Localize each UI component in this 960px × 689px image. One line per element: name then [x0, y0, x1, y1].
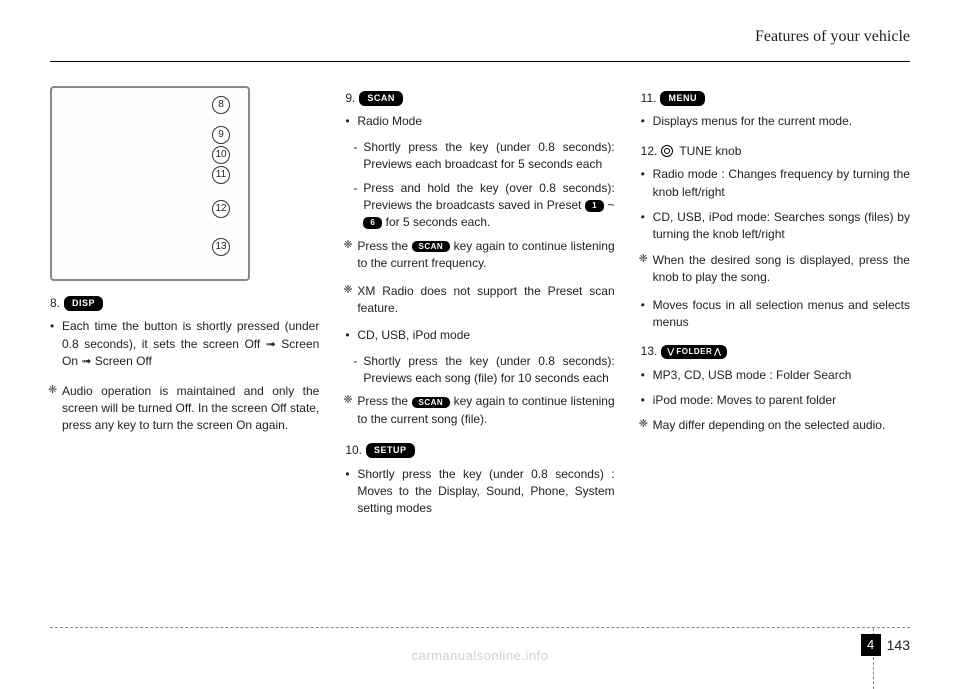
item-9-cd-dash: Shortly press the key (under 0.8 seconds… — [345, 353, 614, 388]
watermark-text: carmanualsonline.info — [0, 648, 960, 663]
folder-label: FOLDER — [676, 346, 712, 358]
item-9-radio: Radio Mode — [345, 113, 614, 130]
preset-1-icon: 1 — [585, 200, 604, 212]
item-13-number: 13. — [641, 343, 658, 360]
item-9-note3: Press the SCAN key again to continue lis… — [345, 393, 614, 428]
scan-button-icon: SCAN — [359, 91, 403, 106]
header-rule — [50, 61, 910, 62]
preset-6-icon: 6 — [363, 217, 382, 229]
item-9-radio-dash-1: Shortly press the key (under 0.8 seconds… — [345, 139, 614, 174]
item-12-bullets: Radio mode : Changes frequency by turnin… — [641, 166, 910, 244]
disp-button-icon: DISP — [64, 296, 103, 311]
chevron-down-icon: ⋁ — [667, 346, 674, 358]
item-9-cd-label: CD, USB, iPod mode — [345, 327, 614, 344]
column-3: 11. MENU Displays menus for the current … — [641, 86, 910, 530]
item-12-number: 12. — [641, 143, 658, 160]
item-13-bullets: MP3, CD, USB mode : Folder Search iPod m… — [641, 367, 910, 410]
scan-button-inline-2: SCAN — [412, 397, 451, 409]
item-8-number: 8. — [50, 295, 60, 312]
item-9-note2: XM Radio does not support the Preset sca… — [345, 283, 614, 318]
item-11-head: 11. MENU — [641, 90, 910, 107]
item-13-note: May differ depending on the selected aud… — [641, 417, 910, 434]
knob-icon — [661, 145, 673, 157]
item-8-note: Audio operation is maintained and only t… — [50, 383, 319, 435]
item-9-head: 9. SCAN — [345, 90, 614, 107]
item-9-note3a: Press the — [357, 394, 411, 408]
column-2: 9. SCAN Radio Mode Shortly press the key… — [345, 86, 614, 530]
item-13-bullet-1: MP3, CD, USB mode : Folder Search — [641, 367, 910, 384]
item-9-note1: Press the SCAN key again to continue lis… — [345, 238, 614, 273]
column-1: 8 9 10 11 12 13 8. DISP Each time the button … — [50, 86, 319, 530]
item-9-note1a: Press the — [357, 239, 411, 253]
item-10-bullet-1: Shortly press the key (under 0.8 seconds… — [345, 466, 614, 518]
setup-button-icon: SETUP — [366, 443, 415, 458]
callout-10: 10 — [212, 146, 230, 164]
scan-button-inline-1: SCAN — [412, 241, 451, 253]
page-body: Features of your vehicle 8 9 10 11 12 13 8. D… — [0, 0, 960, 540]
header-title: Features of your vehicle — [755, 28, 910, 46]
item-9-radio-dash: Shortly press the key (under 0.8 seconds… — [345, 139, 614, 232]
callout-9: 9 — [212, 126, 230, 144]
item-9-dash2-text: Press and hold the key (over 0.8 seconds… — [363, 181, 614, 212]
item-8-bullets: Each time the button is shortly pressed … — [50, 318, 319, 370]
item-12-bullet2-1: Moves focus in all selection menus and s… — [641, 297, 910, 332]
item-8-head: 8. DISP — [50, 295, 319, 312]
item-13-bullet-2: iPod mode: Moves to parent folder — [641, 392, 910, 409]
item-11-bullets: Displays menus for the current mode. — [641, 113, 910, 130]
item-9-cd-dash-1: Shortly press the key (under 0.8 seconds… — [345, 353, 614, 388]
callout-12: 12 — [212, 200, 230, 218]
item-11-bullet-1: Displays menus for the current mode. — [641, 113, 910, 130]
item-12-note: When the desired song is displayed, pres… — [641, 252, 910, 287]
item-13-head: 13. ⋁ FOLDER ⋀ — [641, 343, 910, 360]
folder-button-icon: ⋁ FOLDER ⋀ — [661, 345, 727, 359]
item-10-bullets: Shortly press the key (under 0.8 seconds… — [345, 466, 614, 518]
item-12-head: 12. TUNE knob — [641, 143, 910, 160]
item-12-bullet-2: CD, USB, iPod mode: Searches songs (file… — [641, 209, 910, 244]
item-8-bullet-1: Each time the button is shortly pressed … — [50, 318, 319, 370]
item-9-radio-label: Radio Mode — [345, 113, 614, 130]
callout-13: 13 — [212, 238, 230, 256]
callout-11: 11 — [212, 166, 230, 184]
item-9-dash2-tail: for 5 seconds each. — [382, 215, 490, 229]
callout-8: 8 — [212, 96, 230, 114]
item-10-number: 10. — [345, 442, 362, 459]
illustration-panel: 8 9 10 11 12 13 — [50, 86, 250, 281]
item-12-bullets-2: Moves focus in all selection menus and s… — [641, 297, 910, 332]
content-columns: 8 9 10 11 12 13 8. DISP Each time the button … — [50, 86, 910, 530]
menu-button-icon: MENU — [660, 91, 705, 106]
item-9-radio-dash-2: Press and hold the key (over 0.8 seconds… — [345, 180, 614, 232]
item-11-number: 11. — [641, 90, 657, 107]
item-9-number: 9. — [345, 90, 355, 107]
page-header: Features of your vehicle — [50, 28, 910, 62]
item-12-bullet-1: Radio mode : Changes frequency by turnin… — [641, 166, 910, 201]
item-9-cd: CD, USB, iPod mode — [345, 327, 614, 344]
chevron-up-icon: ⋀ — [714, 346, 721, 358]
tune-knob-label: TUNE knob — [679, 143, 741, 160]
item-10-head: 10. SETUP — [345, 442, 614, 459]
